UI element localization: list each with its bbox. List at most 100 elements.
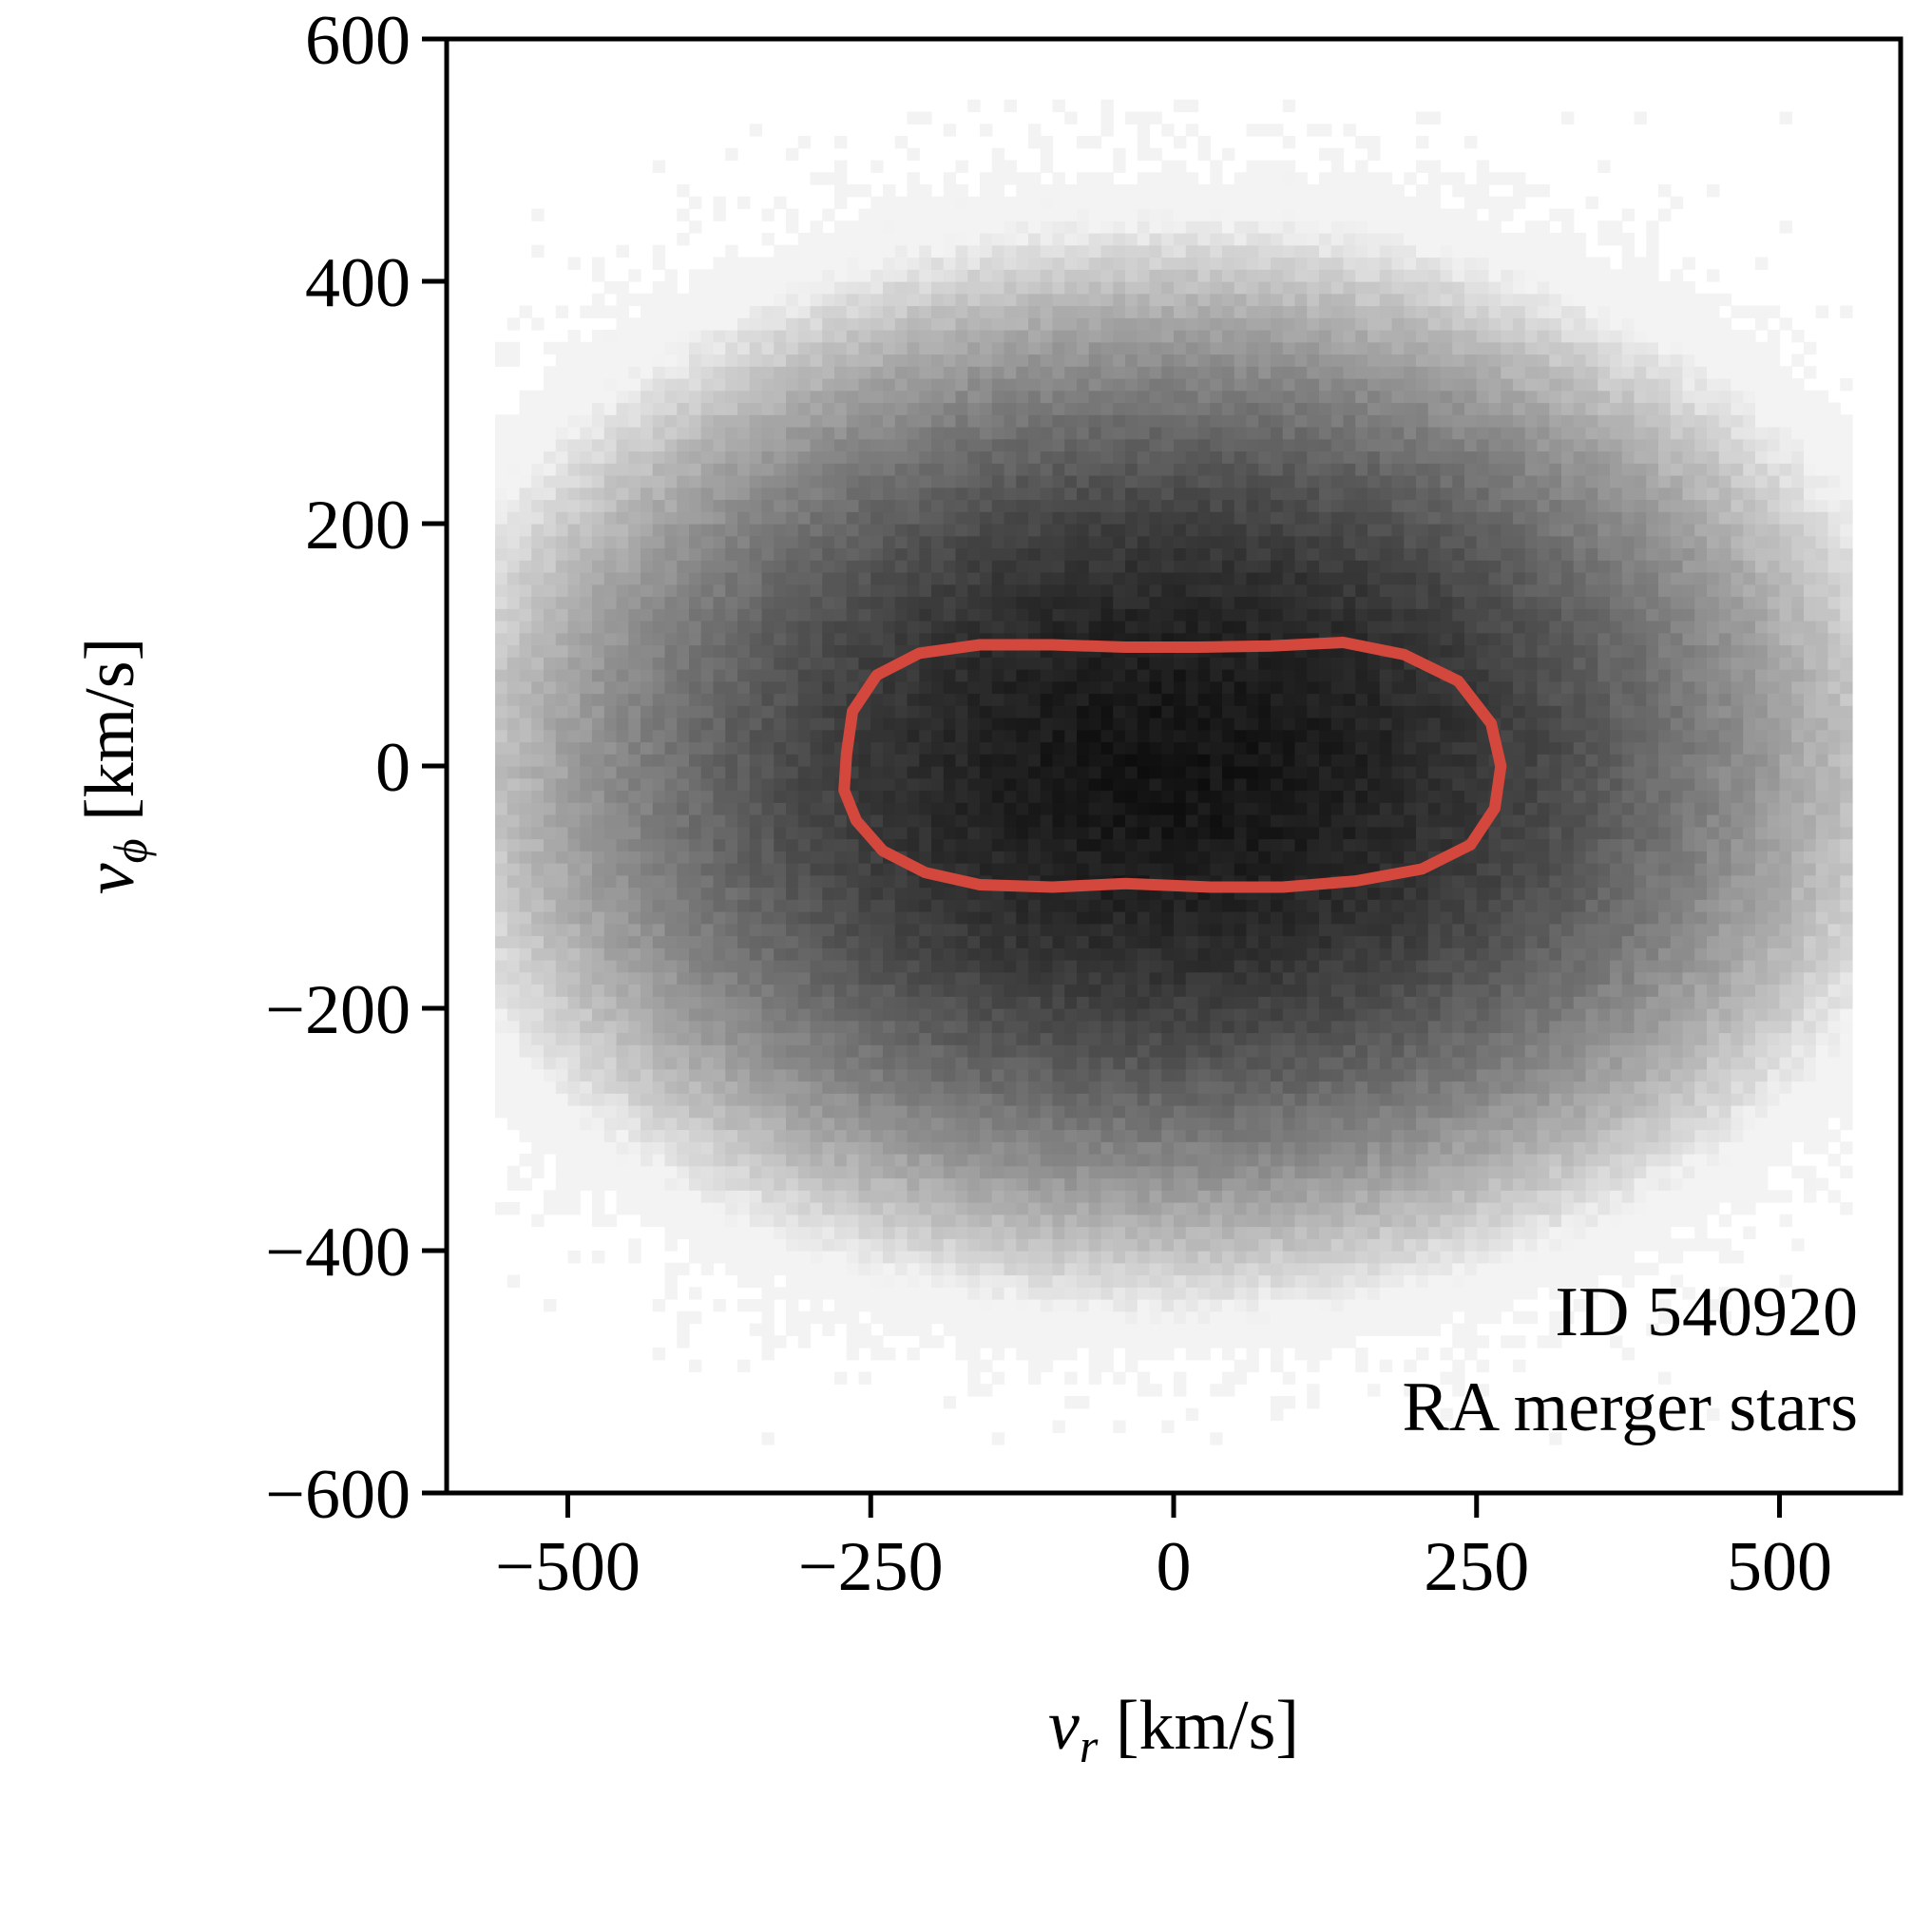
heatmap-cell [1040, 1154, 1054, 1167]
heatmap-cell [555, 790, 569, 803]
heatmap-cell [628, 960, 641, 973]
heatmap-cell [991, 705, 1005, 718]
heatmap-cell [700, 754, 715, 767]
heatmap-cell [1113, 293, 1126, 307]
heatmap-cell [1088, 960, 1102, 973]
heatmap-cell [907, 111, 920, 124]
heatmap-cell [1064, 1044, 1078, 1058]
heatmap-cell [1088, 1177, 1102, 1191]
heatmap-cell [507, 427, 521, 440]
heatmap-cell [664, 777, 678, 792]
heatmap-cell [1100, 826, 1114, 840]
heatmap-cell [531, 693, 545, 706]
heatmap-cell [1149, 1032, 1162, 1045]
heatmap-cell [713, 487, 726, 501]
heatmap-cell [1161, 1262, 1175, 1276]
heatmap-cell [603, 608, 618, 622]
heatmap-cell [664, 317, 678, 331]
heatmap-cell [919, 1141, 932, 1155]
heatmap-cell [700, 1251, 715, 1264]
heatmap-cell [616, 1081, 629, 1094]
heatmap-cell [858, 1141, 871, 1155]
heatmap-cell [603, 984, 618, 997]
heatmap-cell [1028, 766, 1042, 779]
heatmap-cell [1137, 147, 1151, 162]
heatmap-cell [1137, 305, 1151, 318]
heatmap-cell [749, 1008, 763, 1022]
heatmap-cell [652, 511, 666, 525]
heatmap-cell [544, 717, 557, 731]
heatmap-cell [652, 1129, 666, 1142]
heatmap-cell [761, 1310, 775, 1325]
heatmap-cell [1125, 1226, 1138, 1239]
heatmap-cell [1137, 1348, 1151, 1361]
heatmap-cell [774, 1068, 787, 1082]
heatmap-cell [883, 1105, 896, 1119]
heatmap-cell [1125, 790, 1138, 803]
heatmap-cell [883, 317, 896, 331]
heatmap-cell [991, 233, 1005, 246]
heatmap-cell [870, 1129, 884, 1142]
heatmap-cell [786, 766, 799, 779]
heatmap-cell [700, 935, 715, 948]
heatmap-cell [822, 766, 835, 779]
heatmap-cell [834, 463, 848, 476]
heatmap-cell [1088, 341, 1102, 355]
heatmap-cell [641, 1202, 654, 1215]
heatmap-cell [603, 438, 618, 452]
heatmap-cell [689, 1214, 702, 1228]
heatmap-cell [834, 971, 848, 985]
heatmap-cell [1100, 705, 1114, 718]
heatmap-cell [544, 814, 557, 828]
heatmap-cell [555, 826, 569, 840]
heatmap-cell [1149, 196, 1162, 210]
heatmap-cell [677, 984, 690, 997]
heatmap-cell [749, 269, 763, 282]
heatmap-cell [786, 1251, 799, 1264]
heatmap-cell [931, 257, 945, 270]
heatmap-cell [544, 524, 557, 537]
heatmap-cell [519, 1154, 532, 1167]
heatmap-cell [967, 281, 981, 295]
heatmap-cell [1052, 1323, 1065, 1336]
heatmap-cell [580, 1154, 593, 1167]
heatmap-cell [1149, 560, 1162, 573]
heatmap-cell [1100, 366, 1114, 379]
heatmap-cell [1016, 1165, 1029, 1179]
heatmap-cell [495, 524, 508, 537]
heatmap-cell [967, 1202, 981, 1215]
heatmap-cell [1161, 1310, 1175, 1325]
heatmap-cell [774, 438, 787, 452]
heatmap-cell [810, 366, 823, 379]
heatmap-cell [931, 899, 945, 912]
heatmap-cell [1100, 1129, 1114, 1142]
heatmap-cell [507, 1008, 521, 1022]
heatmap-cell [894, 814, 909, 828]
heatmap-cell [1077, 984, 1090, 997]
heatmap-cell [616, 1177, 629, 1191]
heatmap-cell [991, 511, 1005, 525]
heatmap-cell [955, 899, 968, 912]
heatmap-cell [991, 1177, 1005, 1191]
heatmap-cell [1100, 838, 1114, 851]
heatmap-cell [737, 1093, 751, 1106]
heatmap-cell [616, 1020, 629, 1034]
heatmap-cell [1113, 427, 1126, 440]
heatmap-cell [980, 1068, 993, 1082]
heatmap-cell [1125, 1141, 1138, 1155]
heatmap-cell [822, 741, 835, 755]
heatmap-cell [907, 1008, 920, 1022]
heatmap-cell [689, 741, 702, 755]
heatmap-cell [1149, 1226, 1162, 1239]
heatmap-cell [519, 560, 532, 573]
heatmap-cell [761, 826, 775, 840]
heatmap-cell [1100, 1262, 1114, 1276]
heatmap-cell [991, 911, 1005, 925]
heatmap-cell [1137, 680, 1151, 695]
heatmap-cell [749, 1020, 763, 1034]
heatmap-cell [725, 766, 738, 779]
heatmap-cell [1064, 208, 1078, 221]
heatmap-cell [980, 184, 993, 198]
heatmap-cell [810, 293, 823, 307]
heatmap-cell [544, 390, 557, 404]
